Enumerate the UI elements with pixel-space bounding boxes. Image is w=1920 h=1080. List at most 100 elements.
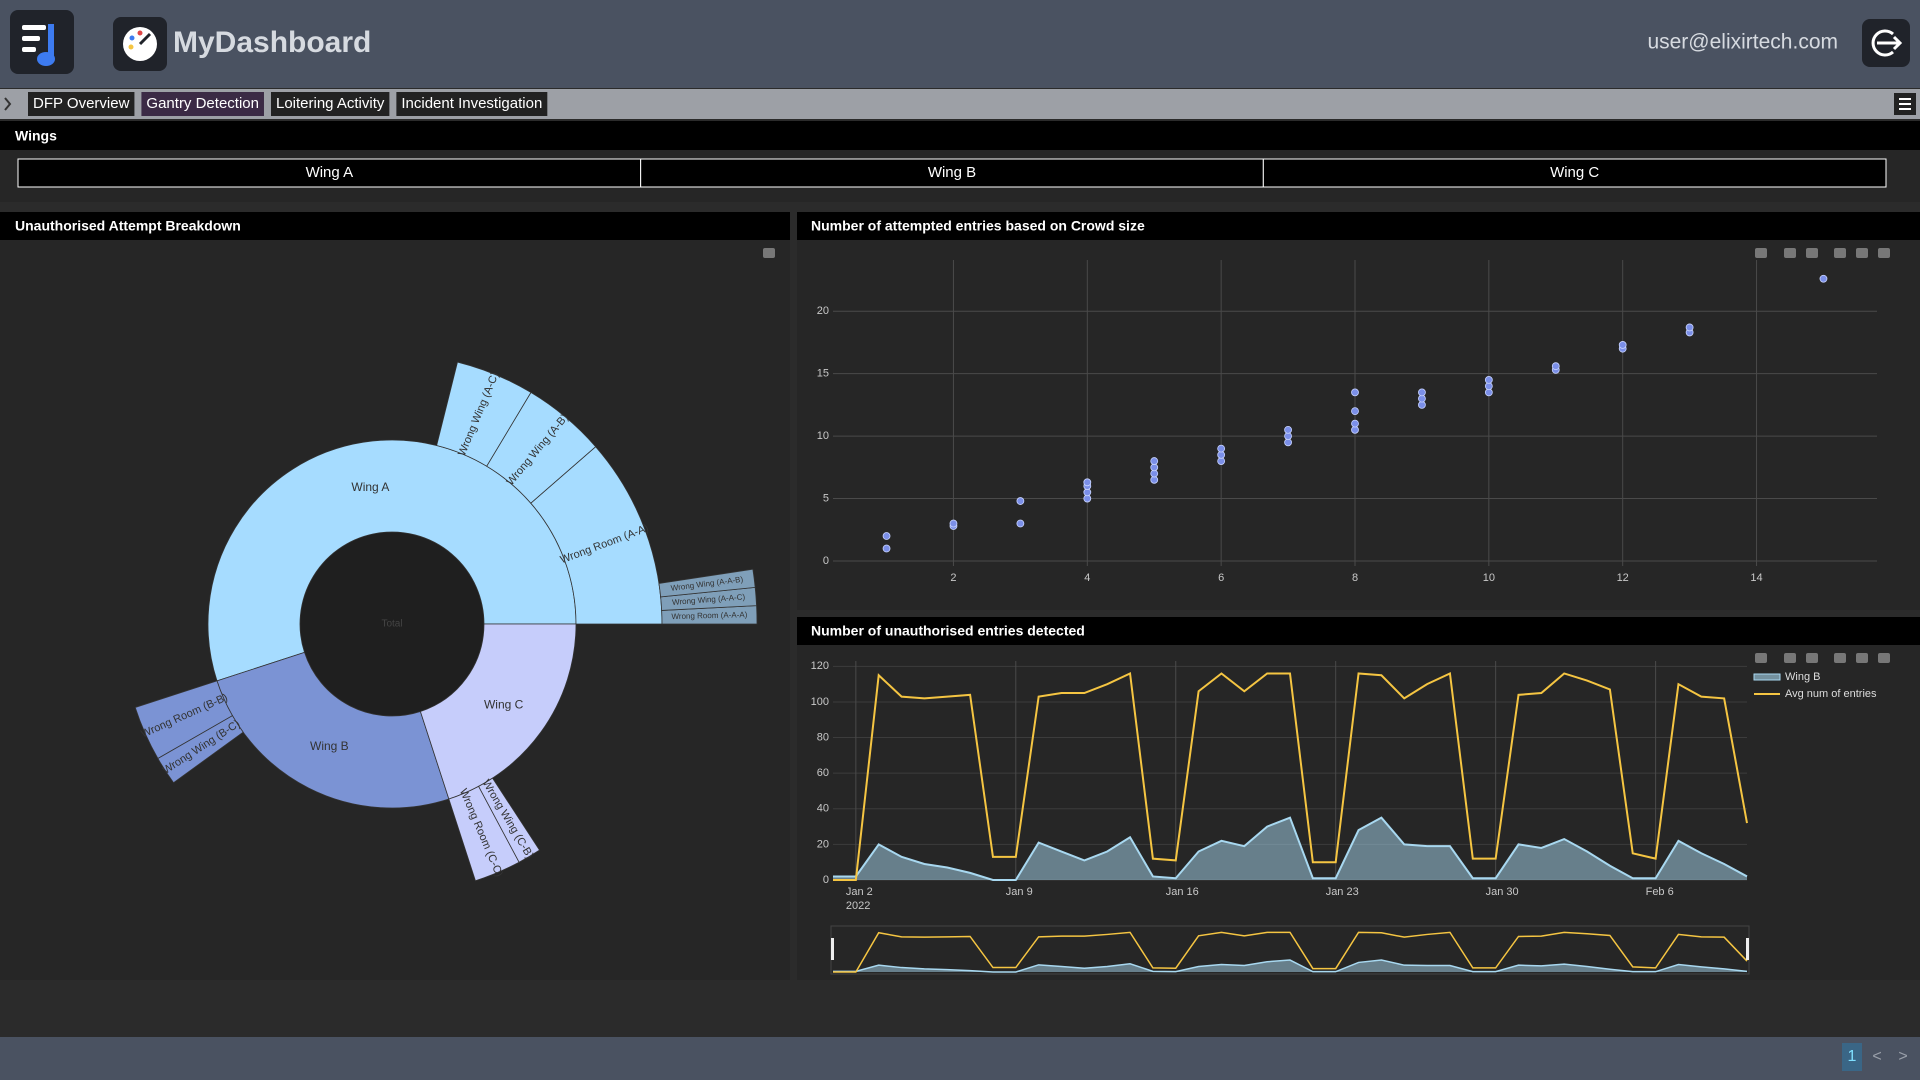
tab-menu-button[interactable] — [1894, 93, 1916, 115]
panel-title: Unauthorised Attempt Breakdown — [15, 218, 241, 234]
panel-title: Number of unauthorised entries detected — [811, 623, 1085, 639]
y-tick-label: 0 — [823, 874, 829, 886]
toolbar-icon[interactable] — [763, 248, 775, 258]
y-tick-label: 40 — [817, 803, 829, 815]
scatter-point — [883, 533, 890, 540]
wings-header — [0, 121, 1920, 150]
x-tick-label: Jan 23 — [1326, 886, 1359, 898]
legend-swatch[interactable] — [1754, 674, 1780, 680]
user-email: user@elixirtech.com — [1647, 31, 1838, 54]
wings-title: Wings — [15, 128, 57, 144]
scatter-point — [1151, 458, 1158, 465]
scatter-point — [1820, 275, 1827, 282]
toolbar-icon[interactable] — [1834, 248, 1846, 258]
toolbar-icon-shape[interactable] — [1878, 248, 1890, 258]
x-tick-label: Jan 30 — [1486, 886, 1519, 898]
y-tick-label: 10 — [817, 430, 829, 442]
prev-page[interactable]: < — [1872, 1048, 1881, 1065]
toolbar-icon-shape[interactable] — [1784, 653, 1796, 663]
y-tick-label: 5 — [823, 492, 829, 504]
tab-label[interactable]: DFP Overview — [33, 95, 130, 112]
scatter-point — [1017, 520, 1024, 527]
x-tick-label: Jan 2 — [846, 886, 873, 898]
toolbar-icon[interactable] — [1856, 653, 1868, 663]
y-tick-label: 120 — [811, 660, 829, 672]
toolbar-icon-shape[interactable] — [763, 248, 775, 258]
wing-button-label[interactable]: Wing B — [928, 164, 976, 181]
toolbar-icon-shape[interactable] — [1755, 248, 1767, 258]
x-tick-label: 6 — [1218, 572, 1224, 584]
scatter-point — [1552, 363, 1559, 370]
sunburst-center-label: Total — [381, 619, 402, 630]
range-handle[interactable] — [831, 938, 834, 960]
toolbar-icon[interactable] — [1878, 248, 1890, 258]
footer-bar — [0, 1037, 1920, 1080]
x-tick-label: 8 — [1352, 572, 1358, 584]
scatter-point — [1017, 498, 1024, 505]
toolbar-icon-shape[interactable] — [1784, 248, 1796, 258]
next-page[interactable]: > — [1898, 1048, 1907, 1065]
toolbar-icon-shape[interactable] — [1755, 653, 1767, 663]
tabs: DFP Overview Gantry Detection Loitering Ac… — [28, 92, 547, 116]
sunburst-label: Wing B — [310, 739, 349, 753]
scatter-point — [1619, 341, 1626, 348]
app-logo — [113, 17, 167, 71]
logout-button[interactable] — [1862, 19, 1910, 67]
scatter-point — [1686, 324, 1693, 331]
y-tick-label: 100 — [811, 696, 829, 708]
toolbar-icon[interactable] — [1755, 248, 1767, 258]
app-title: MyDashboard — [173, 26, 371, 59]
x-tick-label: Feb 6 — [1646, 886, 1674, 898]
toolbar-icon-shape[interactable] — [1806, 653, 1818, 663]
tab-label[interactable]: Loitering Activity — [276, 95, 385, 112]
toolbar-icon[interactable] — [1784, 653, 1796, 663]
x-tick-year: 2022 — [846, 900, 870, 912]
sunburst-label: Wrong Room (A-A-A) — [671, 610, 747, 621]
wing-buttons: Wing A Wing B Wing C — [18, 159, 1886, 187]
tab-label[interactable]: Incident Investigation — [401, 95, 542, 112]
scatter-point — [1285, 426, 1292, 433]
app-menu-button[interactable] — [10, 10, 74, 74]
x-tick-label: 10 — [1483, 572, 1495, 584]
x-tick-label: Jan 9 — [1006, 886, 1033, 898]
toolbar-icon[interactable] — [1806, 248, 1818, 258]
legend-label[interactable]: Avg num of entries — [1785, 688, 1877, 700]
wing-button-label[interactable]: Wing C — [1550, 164, 1599, 181]
panel-title: Number of attempted entries based on Cro… — [811, 218, 1145, 234]
scatter-point — [1084, 479, 1091, 486]
y-tick-label: 20 — [817, 305, 829, 317]
page-number[interactable]: 1 — [1848, 1048, 1857, 1065]
scatter-point — [1352, 420, 1359, 427]
scatter-point — [1485, 376, 1492, 383]
toolbar-icon-shape[interactable] — [1834, 248, 1846, 258]
range-handle[interactable] — [1746, 938, 1749, 960]
wing-button-label[interactable]: Wing A — [306, 164, 354, 181]
scatter-point — [883, 545, 890, 552]
y-tick-label: 60 — [817, 767, 829, 779]
x-tick-label: 12 — [1617, 572, 1629, 584]
toolbar-icon[interactable] — [1856, 248, 1868, 258]
toolbar-icon[interactable] — [1806, 653, 1818, 663]
x-tick-label: 14 — [1750, 572, 1762, 584]
y-tick-label: 80 — [817, 731, 829, 743]
y-tick-label: 0 — [823, 555, 829, 567]
legend-label[interactable]: Wing B — [1785, 671, 1820, 683]
toolbar-icon-shape[interactable] — [1806, 248, 1818, 258]
toolbar-icon[interactable] — [1878, 653, 1890, 663]
toolbar-icon[interactable] — [1834, 653, 1846, 663]
y-tick-label: 15 — [817, 368, 829, 380]
scatter-point — [1218, 445, 1225, 452]
toolbar-icon-shape[interactable] — [1878, 653, 1890, 663]
toolbar-icon-shape[interactable] — [1856, 248, 1868, 258]
y-tick-label: 20 — [817, 838, 829, 850]
scatter-point — [950, 520, 957, 527]
toolbar-icon[interactable] — [1784, 248, 1796, 258]
toolbar-icon-shape[interactable] — [1856, 653, 1868, 663]
toolbar-icon-shape[interactable] — [1834, 653, 1846, 663]
toolbar-icon[interactable] — [1755, 653, 1767, 663]
scatter-point — [1352, 408, 1359, 415]
tab-label[interactable]: Gantry Detection — [146, 95, 259, 112]
scatter-point — [1418, 389, 1425, 396]
